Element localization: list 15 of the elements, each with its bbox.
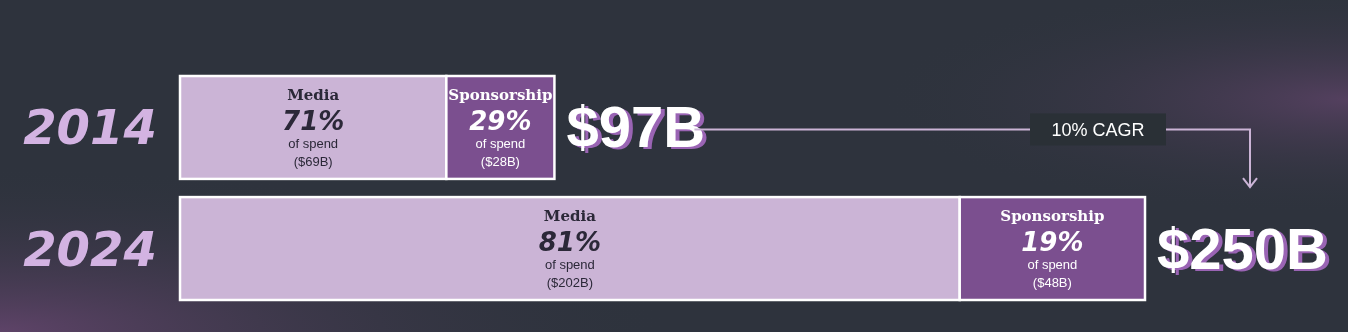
annotation: 71% of spend <box>282 106 345 151</box>
data-label: ($69B) <box>293 154 333 169</box>
data-label: ($48B) <box>1032 275 1072 291</box>
series-label: Media <box>287 86 340 104</box>
text: Sponsorship <box>1000 207 1105 226</box>
text: Media <box>543 207 596 226</box>
series-label: Sponsorship <box>448 86 553 104</box>
annotation: 81% of spend <box>538 227 601 273</box>
data-label: ($202B) <box>546 275 593 291</box>
annotation: 29% of spend <box>469 106 532 151</box>
y-tick-label: 2024 <box>23 220 157 277</box>
annotation: 19% of spend <box>1021 227 1084 273</box>
annotation: 10% CAGR <box>1051 120 1145 141</box>
data-label: ($28B) <box>480 154 520 169</box>
y-tick-label: 2014 <box>23 99 157 156</box>
